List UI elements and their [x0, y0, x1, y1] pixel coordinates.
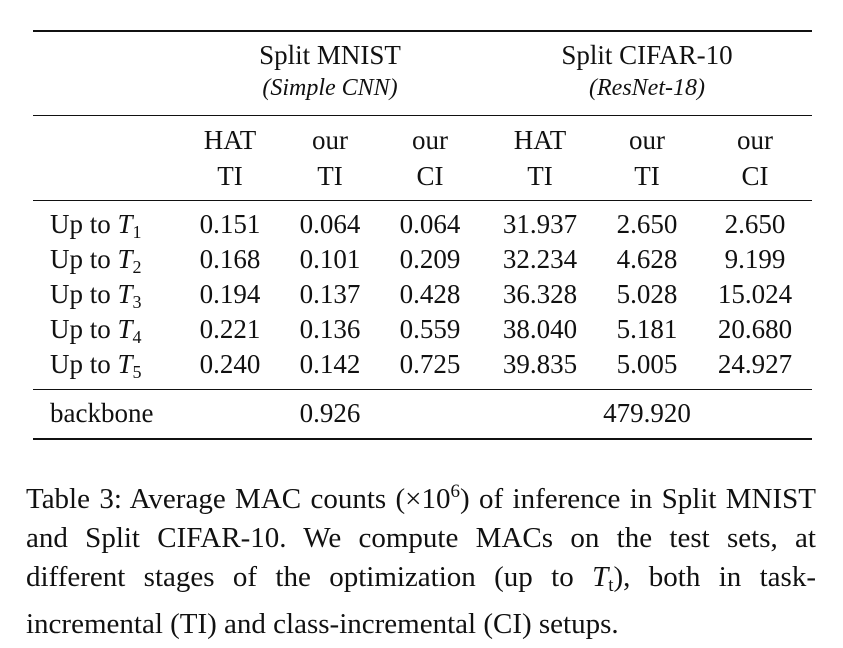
row-label: Up to T2	[50, 244, 142, 282]
column-header-line1: our	[312, 125, 348, 155]
table-cell: 4.628	[616, 244, 678, 274]
group-title: Split CIFAR-10	[561, 40, 733, 70]
table-cell: 0.240	[199, 349, 261, 379]
row-label-variable: T	[117, 244, 133, 274]
table-cell: 0.194	[199, 279, 261, 309]
column-header: our CI	[412, 122, 448, 194]
row-label-variable: T	[117, 209, 133, 239]
row-label-subscript: 4	[132, 327, 142, 347]
row-label-text: Up to	[50, 314, 111, 344]
table-cell: 20.680	[717, 314, 793, 344]
row-label: Up to T1	[50, 209, 142, 247]
row-label-text: Up to	[50, 279, 111, 309]
table-cell: 0.221	[199, 314, 261, 344]
table-cell: 0.428	[399, 279, 461, 309]
column-header: our TI	[312, 122, 348, 194]
backbone-rule	[33, 389, 812, 390]
table-cell: 15.024	[717, 279, 793, 309]
table-cell: 39.835	[502, 349, 578, 379]
row-label: Up to T4	[50, 314, 142, 352]
caption-text: ), both in task-incremental (TI) and cla…	[26, 561, 816, 640]
column-header-line1: HAT	[203, 125, 257, 155]
backbone-cifar-value: 479.920	[603, 398, 691, 428]
column-header-line2: CI	[416, 161, 444, 191]
caption-variable: T	[592, 561, 609, 593]
row-label-text: Up to	[50, 209, 111, 239]
table-cell: 0.064	[399, 209, 461, 239]
table-cell: 0.064	[299, 209, 361, 239]
table-cell: 38.040	[502, 314, 578, 344]
column-header: HAT TI	[204, 122, 257, 194]
group-header-cifar: Split CIFAR-10 (ResNet-18)	[561, 40, 732, 102]
table-cell: 5.181	[616, 314, 678, 344]
backbone-mnist-value: 0.926	[299, 398, 361, 428]
column-header-line2: CI	[741, 161, 769, 191]
column-header: our CI	[737, 122, 773, 194]
table-cell: 9.199	[724, 244, 786, 274]
header-rule	[33, 200, 812, 201]
table-cell: 24.927	[717, 349, 793, 379]
column-header-line2: TI	[634, 161, 660, 191]
column-header: our TI	[629, 122, 665, 194]
bottom-rule	[33, 438, 812, 440]
table-cell: 0.725	[399, 349, 461, 379]
row-label-subscript: 3	[132, 292, 142, 312]
row-label-variable: T	[117, 349, 133, 379]
column-header-line1: HAT	[513, 125, 567, 155]
column-header-line2: TI	[317, 161, 343, 191]
group-header-mnist: Split MNIST (Simple CNN)	[259, 40, 401, 102]
column-header-line2: TI	[527, 161, 553, 191]
column-header-line1: our	[412, 125, 448, 155]
row-label-subscript: 5	[132, 362, 142, 382]
column-header: HAT TI	[514, 122, 567, 194]
row-label-text: Up to	[50, 349, 111, 379]
table-cell: 0.559	[399, 314, 461, 344]
row-label-variable: T	[117, 314, 133, 344]
table-cell: 36.328	[502, 279, 578, 309]
table-cell: 0.168	[199, 244, 261, 274]
table-cell: 32.234	[502, 244, 578, 274]
column-header-line1: our	[737, 125, 773, 155]
table-cell: 31.937	[502, 209, 578, 239]
table-cell: 0.101	[299, 244, 361, 274]
group-subtitle: (ResNet-18)	[589, 75, 705, 101]
group-rule	[33, 115, 812, 116]
table-cell: 0.136	[299, 314, 361, 344]
table-cell: 0.209	[399, 244, 461, 274]
backbone-label: backbone	[50, 398, 154, 428]
row-label: Up to T3	[50, 279, 142, 317]
group-subtitle: (Simple CNN)	[262, 75, 398, 101]
row-label-text: Up to	[50, 244, 111, 274]
table-cell: 5.005	[616, 349, 678, 379]
column-header-line1: our	[629, 125, 665, 155]
caption-subscript: t	[608, 575, 614, 596]
caption-exponent: 6	[450, 481, 461, 502]
table-cell: 0.137	[299, 279, 361, 309]
top-rule	[33, 30, 812, 32]
column-header-line2: TI	[217, 161, 243, 191]
row-label-subscript: 2	[132, 257, 142, 277]
table-caption: Table 3: Average MAC counts (×106) of in…	[26, 472, 816, 644]
row-label: Up to T5	[50, 349, 142, 387]
table-cell: 0.142	[299, 349, 361, 379]
row-label-variable: T	[117, 279, 133, 309]
table-cell: 2.650	[724, 209, 786, 239]
table-cell: 0.151	[199, 209, 261, 239]
caption-text: Table 3: Average MAC counts (×10	[26, 483, 451, 515]
caption-text: ) of inference in Split MNIST and Split …	[26, 483, 817, 593]
table-cell: 2.650	[616, 209, 678, 239]
row-label-subscript: 1	[132, 222, 142, 242]
table-cell: 5.028	[616, 279, 678, 309]
group-title: Split MNIST	[259, 40, 401, 70]
